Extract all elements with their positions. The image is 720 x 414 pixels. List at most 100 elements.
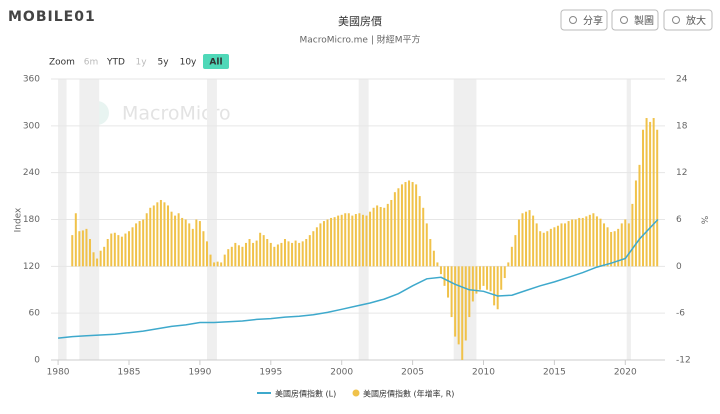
bar xyxy=(124,233,127,267)
bar xyxy=(213,262,216,267)
bar xyxy=(333,217,336,267)
bar xyxy=(241,246,244,267)
button-icon[interactable] xyxy=(569,16,577,24)
button-icon[interactable] xyxy=(620,16,628,24)
bar xyxy=(510,246,513,267)
bar xyxy=(400,184,403,267)
bar xyxy=(422,207,425,267)
button-icon[interactable] xyxy=(672,16,680,24)
bar xyxy=(322,221,325,267)
range-button[interactable]: 6m xyxy=(84,58,99,68)
bar xyxy=(461,266,464,360)
bar xyxy=(539,231,542,267)
button-label[interactable]: 分享 xyxy=(583,14,603,27)
button[interactable] xyxy=(560,9,608,31)
y-tick-label: 360 xyxy=(23,75,40,85)
bar xyxy=(298,242,301,267)
bar xyxy=(78,231,81,267)
y-tick-label: 120 xyxy=(23,262,40,272)
button-label[interactable]: 放大 xyxy=(686,14,706,27)
bar xyxy=(110,233,113,267)
bar xyxy=(546,231,549,267)
bar xyxy=(592,213,595,267)
bar xyxy=(156,202,159,267)
zoom-label: Zoom xyxy=(49,58,75,68)
bar xyxy=(599,218,602,267)
bar xyxy=(411,182,414,267)
range-button[interactable]: YTD xyxy=(106,58,125,68)
button[interactable] xyxy=(611,9,659,31)
bar xyxy=(351,215,354,267)
bar xyxy=(521,213,524,267)
legend-label: 美國房價指數 (L) xyxy=(275,389,336,399)
bar xyxy=(262,235,265,267)
bar xyxy=(439,266,442,275)
x-tick-label: 2010 xyxy=(472,368,495,378)
y2-tick-label: -12 xyxy=(676,356,691,366)
bar xyxy=(468,266,471,318)
range-button[interactable]: 1y xyxy=(135,58,147,68)
y2-tick-label: 6 xyxy=(676,215,682,225)
bar xyxy=(135,223,138,267)
range-button[interactable]: All xyxy=(209,58,222,68)
bar xyxy=(174,215,177,267)
y-tick-label: 300 xyxy=(23,121,40,131)
bar xyxy=(436,262,439,267)
bar xyxy=(475,266,478,294)
bar xyxy=(305,239,308,267)
bar xyxy=(560,223,563,267)
bar xyxy=(489,266,492,292)
bar xyxy=(227,249,230,267)
bar xyxy=(138,221,141,267)
bar xyxy=(617,228,620,267)
bar xyxy=(166,205,169,267)
range-button[interactable]: 10y xyxy=(180,58,197,68)
bar xyxy=(478,266,481,290)
x-tick-label: 2015 xyxy=(543,368,566,378)
range-button-active[interactable] xyxy=(203,54,229,69)
bar xyxy=(127,231,130,267)
bar xyxy=(603,223,606,267)
x-tick-label: 2020 xyxy=(614,368,637,378)
range-button[interactable]: 5y xyxy=(157,58,169,68)
bar xyxy=(159,199,162,267)
bar xyxy=(191,228,194,267)
bar xyxy=(613,231,616,267)
bar xyxy=(493,266,496,306)
bar xyxy=(425,223,428,267)
bar xyxy=(496,266,499,310)
bar xyxy=(574,219,577,267)
bar xyxy=(184,219,187,267)
button-label[interactable]: 製圖 xyxy=(634,14,654,27)
bar xyxy=(113,232,116,267)
bar xyxy=(556,225,559,267)
bar xyxy=(610,231,613,267)
bar xyxy=(99,250,102,267)
bar xyxy=(649,121,652,267)
bar xyxy=(131,227,134,267)
x-tick-label: 2000 xyxy=(330,368,353,378)
bar xyxy=(372,207,375,267)
y-axis-label: Index xyxy=(14,207,24,232)
bar xyxy=(337,215,340,267)
bar xyxy=(205,241,208,267)
bar xyxy=(432,250,435,267)
button[interactable] xyxy=(663,9,713,31)
chart-title: 美國房價 xyxy=(338,14,382,28)
bar xyxy=(223,254,226,267)
bar xyxy=(471,266,474,302)
bar xyxy=(514,235,517,267)
bar xyxy=(578,217,581,267)
bar xyxy=(397,188,400,267)
bar xyxy=(198,221,201,267)
bar xyxy=(92,252,95,267)
bar xyxy=(354,214,357,267)
bar xyxy=(149,207,152,267)
bar xyxy=(418,196,421,267)
bar xyxy=(244,242,247,267)
bar xyxy=(528,210,531,267)
bar xyxy=(369,211,372,267)
y2-axis-label: % xyxy=(699,216,709,225)
bar xyxy=(319,223,322,267)
